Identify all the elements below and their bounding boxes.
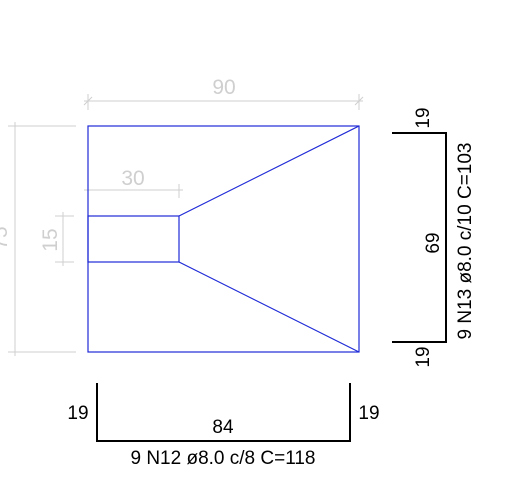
dimension-lines bbox=[8, 94, 364, 356]
right-rebar-bottom-leg-label: 19 bbox=[413, 346, 434, 367]
bottom-rebar-shape bbox=[96, 383, 351, 442]
dim-top-width-label: 90 bbox=[212, 76, 235, 99]
dim-top-slash-left bbox=[83, 96, 93, 106]
right-rebar-length-label: 69 bbox=[423, 232, 444, 253]
right-rebar-top-leg-label: 19 bbox=[413, 107, 434, 128]
dim-left-height-label: 75 bbox=[0, 226, 12, 249]
bottom-rebar-label: 9 N12 ø8.0 c/8 C=118 bbox=[130, 448, 315, 469]
section-outline bbox=[87, 125, 360, 353]
outer-rectangle bbox=[87, 125, 360, 353]
dim-inner-width-label: 30 bbox=[121, 167, 144, 190]
dim-inner-height-label: 15 bbox=[39, 228, 62, 251]
right-rebar-shape bbox=[392, 132, 447, 343]
right-rebar-label: 9 N13 ø8.0 c/10 C=103 bbox=[455, 143, 476, 340]
taper-line-top bbox=[178, 125, 360, 217]
inner-rectangle bbox=[87, 215, 180, 263]
taper-line-bottom bbox=[178, 261, 360, 353]
dim-top-slash-right bbox=[354, 96, 364, 106]
bottom-rebar-left-leg-label: 19 bbox=[67, 403, 88, 424]
bottom-rebar-right-leg-label: 19 bbox=[358, 403, 379, 424]
right-rebar-path bbox=[392, 132, 447, 343]
bottom-rebar-path bbox=[96, 383, 351, 442]
bottom-rebar-length-label: 84 bbox=[212, 417, 234, 438]
